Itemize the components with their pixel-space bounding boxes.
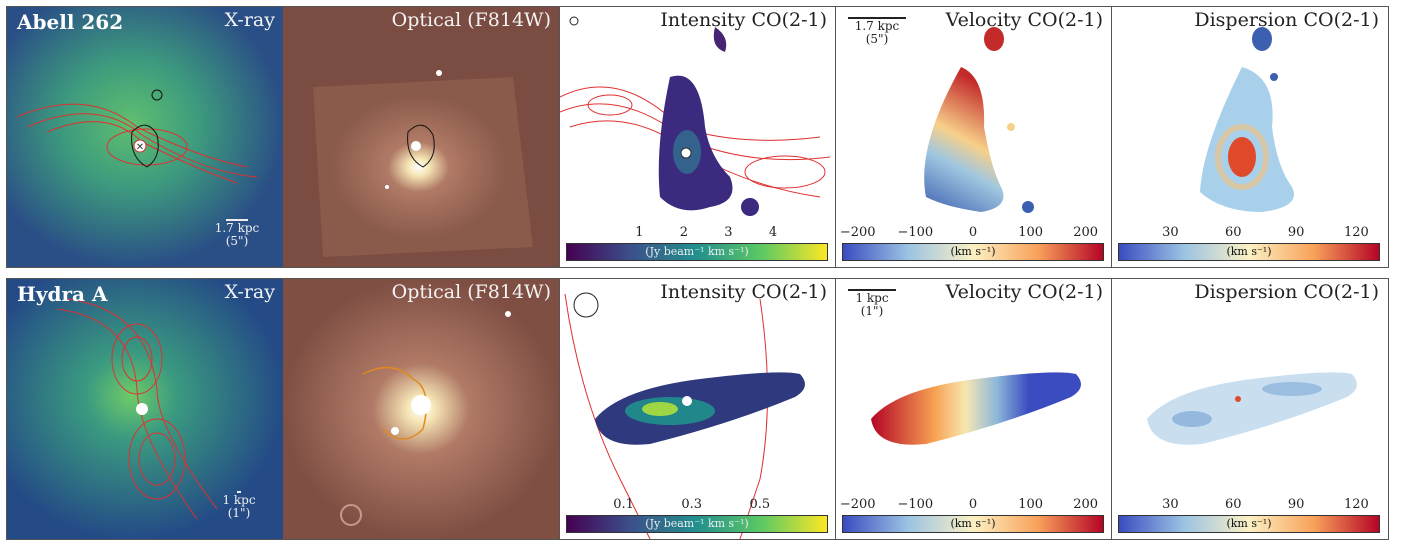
tick-label: 3 [724, 225, 733, 240]
tick-label: 2 [679, 225, 689, 240]
xray-panel: ✕ Abell 262 X-ray 1.7 kpc (5") [7, 7, 283, 267]
colorbar-unit: (km s⁻¹) [1226, 517, 1272, 530]
velocity-colorbar: (km s⁻¹) [842, 243, 1104, 261]
xray-panel: Hydra A X-ray 1 kpc (1") [7, 279, 283, 539]
scale-bar: 1.7 kpc (5") [846, 17, 908, 46]
dispersion-map [1147, 372, 1357, 445]
tick-label: 30 [1162, 497, 1179, 512]
dispersion-panel: Dispersion CO(2-1) 30 60 90 120 (km s⁻¹) [1111, 7, 1387, 267]
intensity-ticks: 1 2 3 4 [566, 225, 828, 241]
intensity-panel: Intensity CO(2-1) 1 2 3 4 (Jy beam⁻¹ km … [559, 7, 835, 267]
tick-label: −200 [839, 225, 876, 240]
tick-label: −200 [839, 497, 876, 512]
optical-title: Optical (F814W) [391, 9, 551, 31]
dispersion-panel: Dispersion CO(2-1) 30 60 90 120 (km s⁻¹) [1111, 279, 1387, 539]
tick-label: 0.5 [749, 497, 771, 512]
tick-label: 120 [1343, 497, 1369, 512]
scale-angle: (1") [860, 304, 884, 318]
tick-label: −100 [897, 497, 934, 512]
dispersion-ticks: 30 60 90 120 [1118, 497, 1380, 513]
intensity-colorbar: (Jy beam⁻¹ km s⁻¹) [566, 515, 828, 533]
scale-size: 1 kpc [855, 291, 889, 305]
scale-size: 1.7 kpc [854, 19, 900, 33]
galaxy-name: Abell 262 [17, 10, 124, 34]
intensity-ticks: 0.1 0.3 0.5 [566, 497, 828, 513]
scale-angle: (1") [227, 506, 251, 520]
colorbar-unit: (Jy beam⁻¹ km s⁻¹) [645, 517, 749, 530]
row-abell-262: ✕ Abell 262 X-ray 1.7 kpc (5") [6, 6, 1389, 268]
intensity-title: Intensity CO(2-1) [660, 281, 827, 303]
velocity-map [924, 27, 1034, 213]
velocity-panel: Velocity CO(2-1) 1 kpc (1") −200 −100 0 … [835, 279, 1111, 539]
tick-label: 200 [1073, 225, 1099, 240]
optical-title: Optical (F814W) [391, 281, 551, 303]
tick-label: 4 [768, 225, 778, 240]
xray-title: X-ray [224, 281, 275, 303]
dispersion-colorbar: (km s⁻¹) [1118, 515, 1380, 533]
dispersion-title: Dispersion CO(2-1) [1194, 9, 1379, 31]
tick-label: 90 [1287, 497, 1305, 512]
tick-label: −100 [897, 225, 934, 240]
colorbar-unit: (km s⁻¹) [1226, 245, 1272, 258]
tick-label: 60 [1224, 497, 1242, 512]
colorbar-unit: (Jy beam⁻¹ km s⁻¹) [645, 245, 749, 258]
velocity-title: Velocity CO(2-1) [945, 9, 1103, 31]
tick-label: 120 [1343, 225, 1369, 240]
tick-label: 30 [1162, 225, 1179, 240]
colorbar-unit: (km s⁻¹) [950, 517, 996, 530]
dispersion-ticks: 30 60 90 120 [1118, 225, 1380, 241]
dispersion-map [1200, 27, 1294, 212]
intensity-map [564, 292, 805, 539]
tick-label: 60 [1224, 225, 1242, 240]
tick-label: 90 [1287, 225, 1305, 240]
velocity-map [871, 372, 1081, 445]
dispersion-title: Dispersion CO(2-1) [1194, 281, 1379, 303]
scale-bar: 1 kpc (1") [219, 491, 259, 520]
velocity-ticks: −200 −100 0 100 200 [839, 497, 1104, 513]
colorbar-unit: (km s⁻¹) [950, 245, 996, 258]
optical-panel: Optical (F814W) [283, 7, 559, 267]
scale-angle: (5") [225, 234, 249, 248]
dispersion-colorbar: (km s⁻¹) [1118, 243, 1380, 261]
tick-label: 100 [1018, 225, 1044, 240]
tick-label: 0.3 [681, 497, 703, 512]
velocity-title: Velocity CO(2-1) [945, 281, 1103, 303]
optical-image [283, 279, 559, 539]
xray-image [7, 279, 283, 539]
velocity-ticks: −200 −100 0 100 200 [839, 225, 1104, 241]
tick-label: 0 [968, 225, 978, 240]
row-hydra-a: Hydra A X-ray 1 kpc (1") [6, 278, 1389, 540]
scale-bar: 1.7 kpc (5") [212, 219, 262, 248]
scale-size: 1 kpc [222, 493, 256, 507]
galaxy-name: Hydra A [17, 282, 108, 306]
intensity-panel: Intensity CO(2-1) 0.1 0.3 0.5 (Jy beam⁻¹… [559, 279, 835, 539]
scale-angle: (5") [865, 32, 889, 46]
intensity-colorbar: (Jy beam⁻¹ km s⁻¹) [566, 243, 828, 261]
svg-text:✕: ✕ [136, 142, 144, 153]
intensity-title: Intensity CO(2-1) [660, 9, 827, 31]
tick-label: 0.1 [613, 497, 634, 512]
xray-image: ✕ [7, 7, 283, 267]
intensity-map [560, 16, 831, 216]
scale-size: 1.7 kpc [214, 221, 260, 235]
velocity-panel: Velocity CO(2-1) 1.7 kpc (5") −200 −100 … [835, 7, 1111, 267]
scale-bar: 1 kpc (1") [846, 289, 898, 318]
tick-label: 200 [1073, 497, 1099, 512]
tick-label: 0 [968, 497, 978, 512]
tick-label: 1 [635, 225, 644, 240]
optical-panel: Optical (F814W) [283, 279, 559, 539]
velocity-colorbar: (km s⁻¹) [842, 515, 1104, 533]
tick-label: 100 [1018, 497, 1044, 512]
optical-image [283, 7, 559, 267]
xray-title: X-ray [224, 9, 275, 31]
